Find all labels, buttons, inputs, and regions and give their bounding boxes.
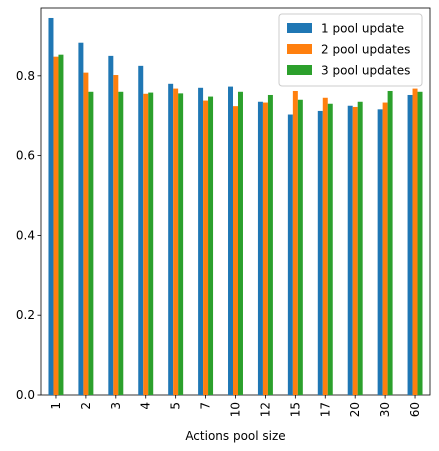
- bar-series-2-5: [173, 88, 179, 396]
- legend-label-3: 3 pool updates: [321, 64, 410, 78]
- x-tick-label: 12: [258, 402, 272, 417]
- x-axis: 1 2 3 4 5 7 10 12 15 17 20 30 60: [49, 395, 422, 417]
- bar-series-3-15: [297, 99, 303, 396]
- bar-series-1-4: [138, 65, 144, 395]
- x-tick-label: 1: [49, 402, 63, 410]
- bar-series-3-5: [178, 93, 184, 395]
- x-tick-label: 60: [408, 402, 422, 417]
- bar-series-2-60: [412, 88, 418, 396]
- bar-series-3-30: [387, 90, 393, 395]
- y-tick-label: 0.8: [16, 69, 35, 83]
- x-tick-label: 7: [199, 402, 213, 410]
- x-tick-label: 10: [229, 402, 243, 417]
- bar-series-3-20: [357, 101, 363, 396]
- bar-series-2-3: [113, 75, 119, 396]
- x-tick-label: 30: [378, 402, 392, 417]
- bar-series-3-1: [58, 54, 64, 395]
- bar-series-2-30: [382, 102, 388, 396]
- legend-box: [278, 13, 423, 87]
- bar-series-2-1: [53, 56, 59, 396]
- bar-series-2-4: [143, 93, 149, 395]
- x-axis-label: Actions pool size: [185, 429, 285, 443]
- bar-series-1-15: [287, 114, 293, 395]
- y-tick-label: 0.0: [16, 388, 35, 402]
- bar-series-2-17: [322, 97, 328, 396]
- x-tick-label: 17: [318, 402, 332, 417]
- x-tick-label: 5: [169, 402, 183, 410]
- legend-swatch-2: [287, 44, 312, 54]
- bar-series-3-2: [88, 91, 94, 395]
- legend-label-1: 1 pool update: [321, 22, 404, 36]
- bar-series-2-20: [352, 106, 358, 395]
- bar-series-1-1: [48, 17, 54, 396]
- bars-group: [48, 17, 423, 396]
- legend-swatch-1: [287, 23, 312, 33]
- bar-series-3-4: [148, 92, 154, 395]
- bar-series-3-60: [417, 91, 423, 395]
- bar-series-3-17: [327, 103, 333, 396]
- bar-series-2-15: [292, 90, 298, 395]
- bar-series-2-12: [262, 102, 268, 396]
- bar-series-3-3: [118, 91, 124, 395]
- y-axis: 0.0 0.2 0.4 0.6 0.8: [16, 69, 41, 402]
- bar-series-1-2: [78, 42, 84, 396]
- bar-series-2-10: [233, 106, 238, 395]
- bar-series-2-2: [83, 72, 89, 395]
- bar-series-3-12: [267, 94, 273, 396]
- bar-series-1-5: [168, 83, 174, 395]
- legend-label-2: 2 pool updates: [321, 43, 410, 57]
- y-tick-label: 0.6: [16, 149, 35, 163]
- bar-series-1-12: [257, 101, 263, 396]
- bar-series-3-7: [208, 96, 214, 395]
- x-tick-label: 3: [109, 402, 123, 410]
- bar-series-1-17: [317, 110, 323, 395]
- bar-series-1-30: [377, 109, 383, 396]
- bar-series-1-7: [198, 87, 204, 395]
- bar-series-1-3: [108, 55, 114, 396]
- y-tick-label: 0.2: [16, 308, 35, 322]
- x-tick-label: 4: [139, 402, 153, 410]
- bar-series-1-20: [347, 105, 353, 395]
- x-tick-label: 2: [79, 402, 93, 410]
- bar-series-2-7: [203, 100, 209, 395]
- bar-series-3-10: [237, 91, 243, 395]
- bar-series-1-10: [228, 86, 234, 395]
- x-tick-label: 15: [288, 402, 302, 417]
- x-tick-label: 20: [348, 402, 362, 417]
- bar-series-1-60: [407, 94, 413, 396]
- y-tick-label: 0.4: [16, 228, 35, 242]
- legend: 1 pool update 2 pool updates 3 pool update…: [278, 13, 423, 87]
- legend-swatch-3: [287, 65, 312, 75]
